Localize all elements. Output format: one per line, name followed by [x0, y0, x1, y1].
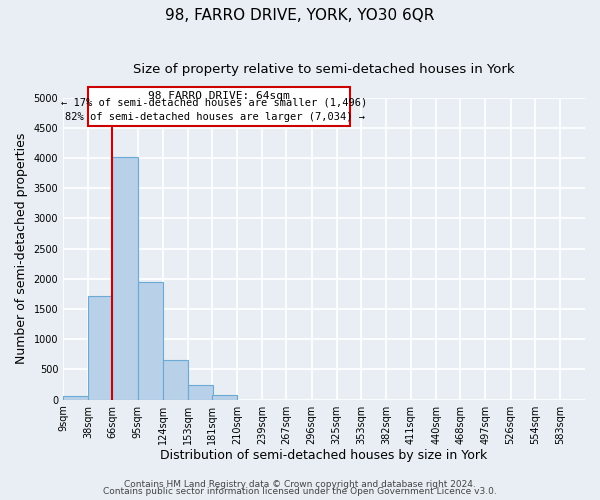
- Title: Size of property relative to semi-detached houses in York: Size of property relative to semi-detach…: [133, 62, 515, 76]
- Text: 98 FARRO DRIVE: 64sqm: 98 FARRO DRIVE: 64sqm: [148, 92, 290, 102]
- Y-axis label: Number of semi-detached properties: Number of semi-detached properties: [15, 133, 28, 364]
- Bar: [188, 385, 213, 400]
- Text: 82% of semi-detached houses are larger (7,034) →: 82% of semi-detached houses are larger (…: [65, 112, 365, 122]
- Text: Contains HM Land Registry data © Crown copyright and database right 2024.: Contains HM Land Registry data © Crown c…: [124, 480, 476, 489]
- Bar: [212, 395, 237, 400]
- Bar: [88, 86, 350, 126]
- Bar: [112, 156, 137, 400]
- Text: 98, FARRO DRIVE, YORK, YO30 6QR: 98, FARRO DRIVE, YORK, YO30 6QR: [166, 8, 434, 22]
- Bar: [137, 282, 163, 400]
- Bar: [88, 296, 113, 400]
- X-axis label: Distribution of semi-detached houses by size in York: Distribution of semi-detached houses by …: [160, 450, 488, 462]
- Bar: [63, 396, 88, 400]
- Text: Contains public sector information licensed under the Open Government Licence v3: Contains public sector information licen…: [103, 487, 497, 496]
- Text: ← 17% of semi-detached houses are smaller (1,496): ← 17% of semi-detached houses are smalle…: [61, 98, 368, 108]
- Bar: [163, 360, 188, 400]
